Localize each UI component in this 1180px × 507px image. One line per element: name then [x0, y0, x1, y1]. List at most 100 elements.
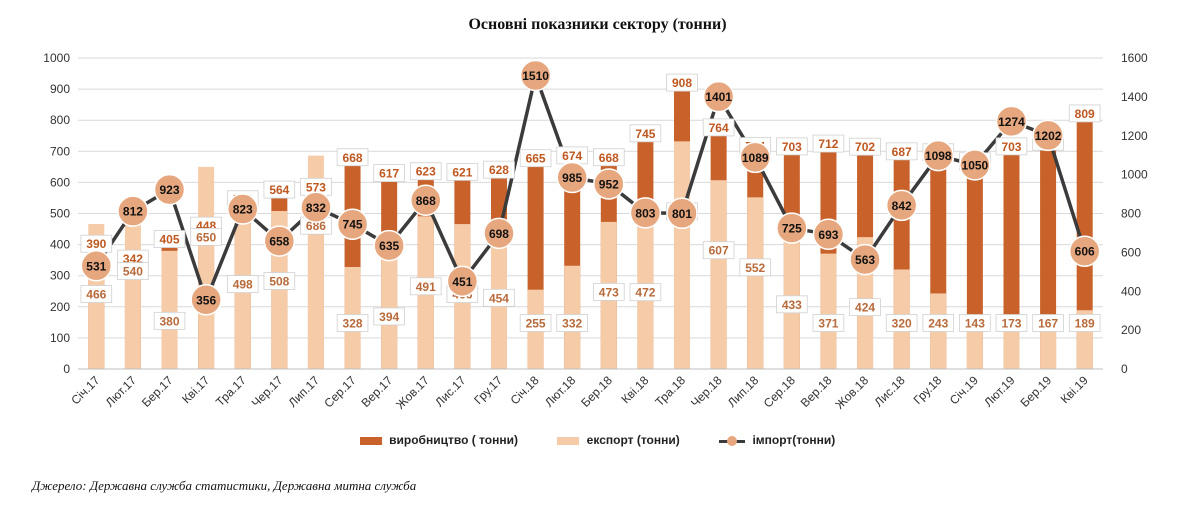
left-axis-tick-label: 0 — [63, 362, 70, 376]
production-data-label-box — [776, 137, 808, 156]
export-data-label-box — [593, 282, 625, 301]
source-note: Джерело: Державна служба статистики, Дер… — [32, 478, 417, 493]
export-data-label: 371 — [818, 317, 838, 331]
production-data-label: 702 — [855, 140, 875, 154]
left-axis-tick-label: 900 — [50, 82, 70, 96]
category-tick-label: Бер.18 — [578, 373, 615, 410]
production-data-label: 703 — [1001, 140, 1021, 154]
export-data-label: 540 — [123, 265, 143, 279]
export-data-label-box — [739, 258, 772, 277]
production-data-label: 623 — [416, 165, 436, 179]
left-axis-tick-label: 200 — [50, 300, 70, 314]
production-data-label-box — [483, 160, 515, 179]
export-data-label: 473 — [599, 285, 619, 299]
import-point — [300, 191, 332, 224]
import-point — [739, 141, 771, 174]
chart-plot: 0 100 200 300 400 500 600 700 800 900 1000 0 200 400 6… — [43, 51, 1148, 412]
import-point — [410, 184, 442, 217]
legend-swatch-production — [359, 436, 382, 445]
production-data-label: 621 — [452, 165, 472, 179]
import-data-label: 1510 — [522, 69, 549, 83]
export-bar — [124, 201, 141, 369]
import-data-label: 658 — [269, 235, 289, 249]
category-tick-label: Лип.17 — [285, 373, 322, 410]
production-data-label-box — [885, 142, 918, 161]
production-data-label: 908 — [672, 76, 692, 90]
export-data-label-box — [519, 314, 552, 332]
export-bar — [161, 250, 178, 369]
export-data-label: 380 — [160, 314, 180, 328]
export-data-label-box — [263, 272, 296, 290]
production-data-label: 745 — [635, 127, 655, 141]
export-data-label: 686 — [306, 219, 326, 233]
export-data-label: 255 — [526, 317, 546, 331]
export-data-label-box — [776, 295, 808, 314]
export-data-label: 607 — [709, 244, 729, 258]
left-axis-tick-label: 800 — [50, 113, 70, 127]
import-data-label: 1401 — [705, 90, 732, 104]
right-axis-tick-label: 1600 — [1121, 51, 1148, 65]
left-axis-tick-label: 600 — [50, 175, 70, 189]
export-data-label: 189 — [1075, 317, 1095, 331]
production-data-label-box — [519, 149, 552, 168]
category-tick-label: Лип.18 — [725, 373, 762, 410]
production-data-label-box — [1068, 104, 1101, 123]
import-data-label: 745 — [343, 218, 363, 232]
production-data-label: 668 — [599, 151, 619, 165]
production-data-label: 665 — [526, 152, 546, 166]
import-line — [94, 73, 1087, 302]
right-axis-tick-label: 0 — [1121, 362, 1128, 376]
legend-item-production: виробництво ( тонни) — [359, 433, 518, 447]
production-data-label: 687 — [892, 145, 912, 159]
import-data-label: 1098 — [925, 149, 952, 163]
category-tick-label: Вер.18 — [798, 373, 835, 410]
export-bar — [674, 141, 691, 369]
import-data-label: 952 — [599, 177, 619, 191]
category-tick-label: Тра.17 — [213, 373, 249, 409]
category-tick-label: Лют.19 — [981, 373, 1018, 410]
category-tick-label: Чер.17 — [249, 373, 286, 410]
chart-legend: виробництво ( тонни) експорт (тонни) імп… — [0, 432, 1180, 447]
left-axis-tick-label: 1000 — [43, 51, 70, 65]
export-data-label: 552 — [745, 261, 765, 275]
import-data-label: 1274 — [998, 115, 1025, 129]
production-data-label-box — [153, 230, 186, 248]
production-data-label-box — [446, 162, 479, 181]
import-data-label: 801 — [672, 207, 692, 221]
category-tick-label: Січ.18 — [508, 373, 542, 407]
export-data-label-box — [556, 314, 588, 332]
import-point — [702, 80, 735, 113]
export-data-label: 167 — [1038, 317, 1058, 331]
import-point — [263, 225, 296, 257]
production-data-label: 390 — [86, 237, 106, 251]
export-bar — [966, 324, 983, 369]
import-data-label: 635 — [379, 239, 399, 253]
export-data-label: 424 — [855, 301, 875, 315]
production-data-label-box — [995, 137, 1028, 156]
legend-item-export: експорт (тонни) — [557, 433, 680, 447]
import-point — [666, 197, 698, 230]
category-tick-label: Лют.18 — [542, 373, 579, 410]
import-point — [226, 193, 259, 225]
category-tick-label: Бер.17 — [139, 373, 176, 410]
export-data-label: 454 — [489, 291, 509, 305]
export-data-label-box — [702, 241, 735, 260]
production-data-label: 617 — [379, 167, 399, 181]
production-data-label: 712 — [818, 137, 838, 151]
right-axis-tick-label: 1000 — [1121, 168, 1148, 182]
export-data-label-box — [1068, 314, 1101, 332]
import-point — [849, 243, 881, 276]
export-data-label-box — [483, 288, 515, 307]
right-axis-tick-label: 1200 — [1121, 129, 1148, 143]
import-point — [1032, 119, 1064, 152]
export-data-label: 491 — [416, 280, 436, 294]
export-data-label-box — [336, 314, 369, 332]
production-data-label: 674 — [562, 149, 582, 163]
export-data-label: 472 — [635, 286, 655, 300]
left-axis-tick-label: 700 — [50, 144, 70, 158]
category-tick-label: Жов.17 — [393, 373, 432, 412]
export-data-label-box — [849, 298, 881, 317]
export-data-label: 243 — [928, 317, 948, 331]
import-data-label: 1050 — [962, 158, 989, 172]
import-data-label: 985 — [562, 171, 582, 185]
